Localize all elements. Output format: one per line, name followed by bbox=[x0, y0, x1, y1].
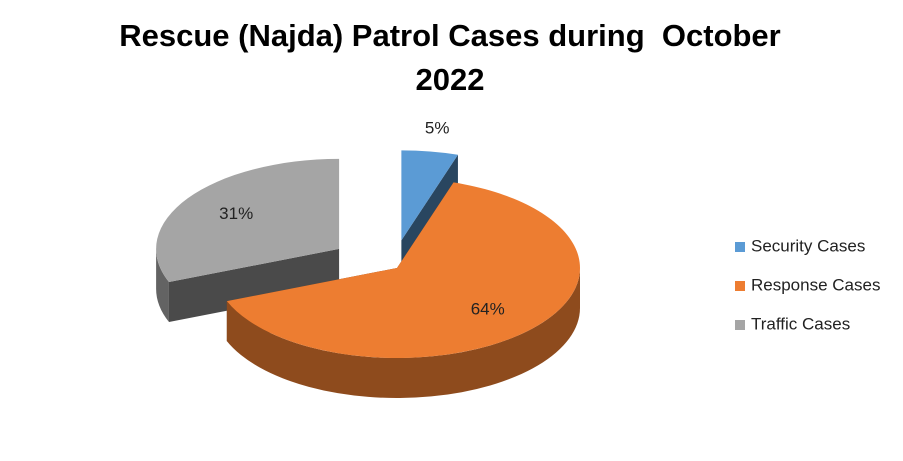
legend-label: Security Cases bbox=[751, 236, 865, 255]
data-label: 5% bbox=[425, 119, 450, 138]
legend-swatch bbox=[735, 281, 745, 291]
slice bbox=[401, 150, 458, 241]
data-label: 31% bbox=[219, 204, 253, 223]
legend-label: Response Cases bbox=[751, 275, 880, 294]
slice-side bbox=[226, 268, 581, 398]
slice bbox=[226, 182, 581, 358]
legend-label: Traffic Cases bbox=[751, 314, 850, 333]
slice bbox=[156, 158, 340, 283]
slice-wall bbox=[168, 248, 340, 323]
data-label: 64% bbox=[471, 299, 505, 318]
legend-swatch bbox=[735, 242, 745, 252]
chart-title: Rescue (Najda) Patrol Cases during Octob… bbox=[119, 18, 790, 97]
slice-side bbox=[156, 248, 169, 323]
legend-swatch bbox=[735, 320, 745, 330]
